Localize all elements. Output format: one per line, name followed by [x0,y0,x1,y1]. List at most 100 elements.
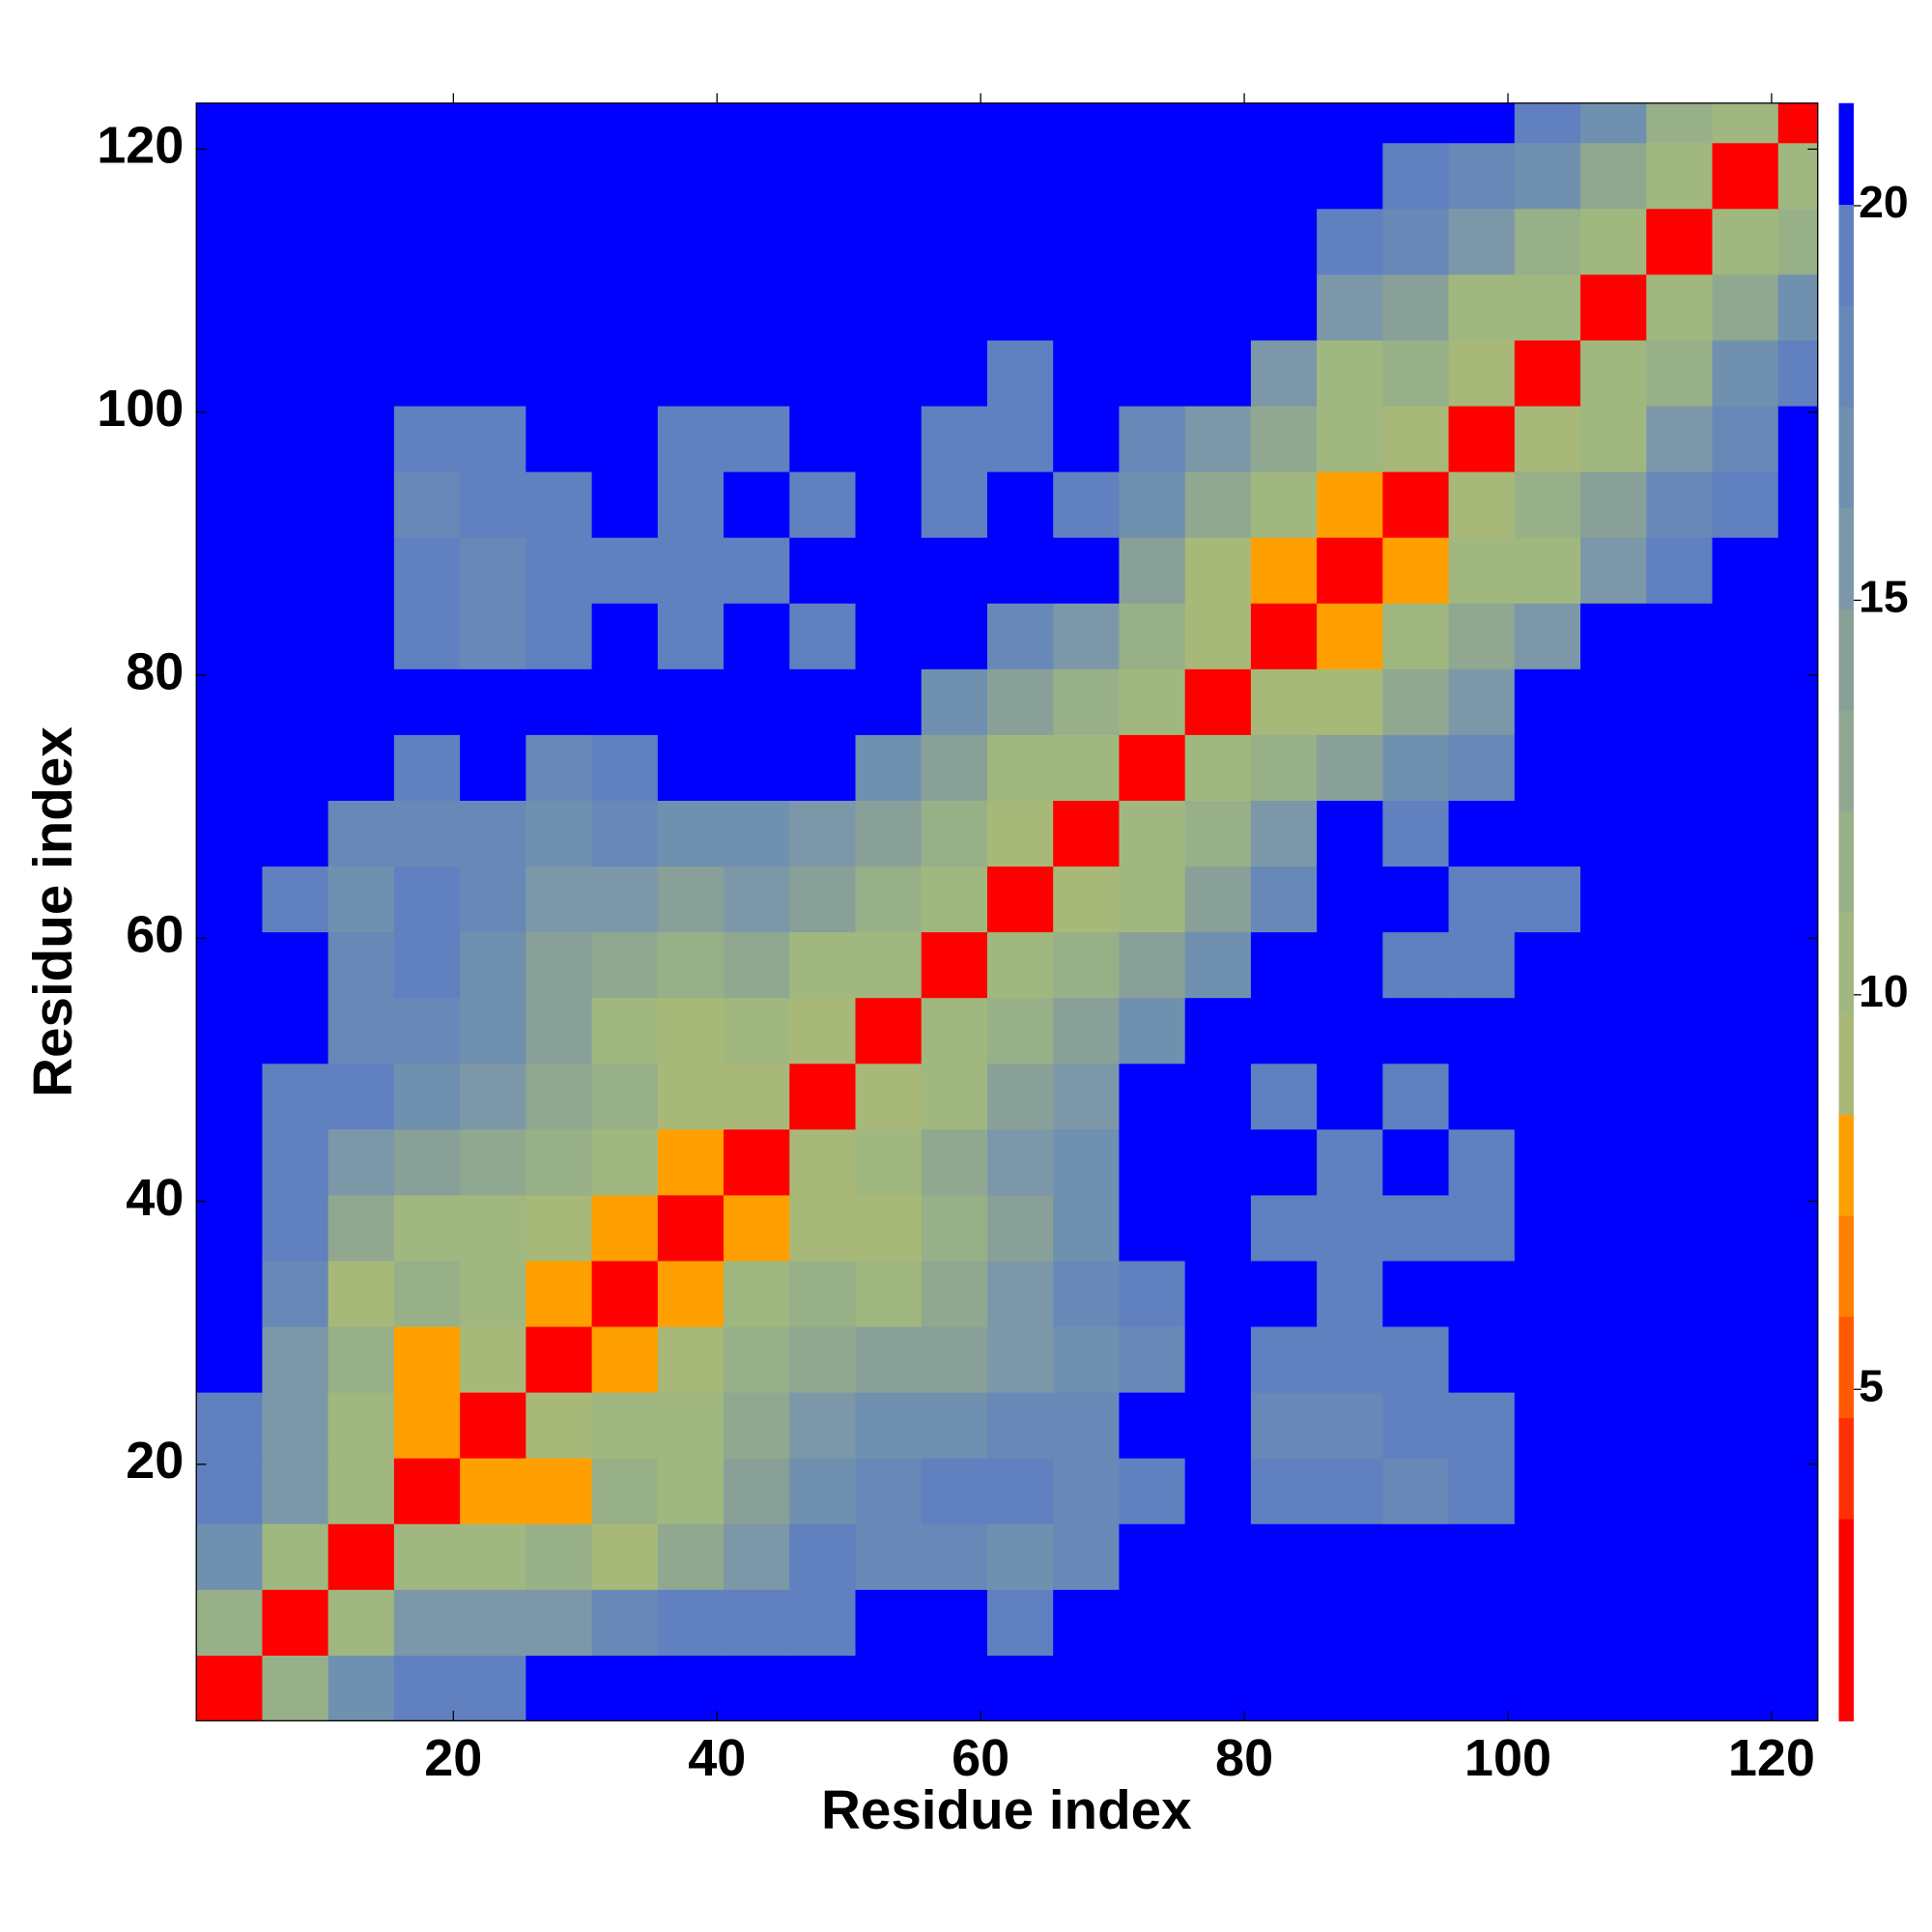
heatmap-cell [1580,339,1647,407]
heatmap-cell [1777,931,1819,999]
colorbar-band [1838,709,1854,812]
heatmap-cell [1777,1128,1819,1196]
heatmap-cell [1712,668,1779,735]
heatmap-cell [460,734,527,801]
y-tick-label: 100 [97,380,184,438]
heatmap-cell [1184,997,1252,1065]
heatmap-cell [724,734,790,801]
heatmap-cell [855,142,923,210]
heatmap-cell [921,800,988,867]
heatmap-cell [1317,1128,1383,1196]
heatmap-cell [1119,1325,1186,1393]
heatmap-cell [921,273,988,341]
heatmap-cell [855,1325,923,1393]
colorbar-band [1838,1012,1854,1116]
heatmap-cell [1777,800,1819,867]
heatmap-cell [1777,668,1819,735]
heatmap-cell [262,1128,329,1196]
heatmap-cell [789,1063,857,1130]
heatmap-cell [1777,142,1819,210]
heatmap-cell [460,1391,527,1459]
heatmap-cell [1646,1523,1714,1590]
heatmap-cell [327,102,395,144]
heatmap-cell [986,603,1054,669]
heatmap-cell [1250,405,1318,472]
heatmap-cell [526,537,593,604]
heatmap-cell [262,1391,329,1459]
heatmap-cell [591,102,659,144]
heatmap-cell [1514,1589,1581,1656]
heatmap-cell [1448,1063,1516,1130]
colorbar-tick-label: 5 [1859,1360,1884,1410]
heatmap-cell [591,800,659,867]
heatmap-cell [591,339,659,407]
heatmap-cell [855,997,923,1065]
colorbar-band [1838,204,1854,306]
heatmap-cell [1053,603,1121,669]
heatmap-cell [789,997,857,1065]
heatmap-cell [262,668,329,735]
heatmap-cell [921,1458,988,1524]
heatmap-cell [591,208,659,275]
heatmap-cell [1514,800,1581,867]
heatmap-cell [789,1458,857,1524]
heatmap-cell [1250,1325,1318,1393]
heatmap-cell [526,470,593,538]
heatmap-cell [1250,273,1318,341]
heatmap-cell [1777,734,1819,801]
heatmap-cell [327,1589,395,1656]
heatmap-cell [1382,1128,1450,1196]
heatmap-cell [1382,208,1450,275]
heatmap-cell [1448,866,1516,933]
heatmap-cell [1646,997,1714,1065]
heatmap-cell [1514,603,1581,669]
heatmap-cell [196,1194,264,1262]
heatmap-cell [657,339,724,407]
heatmap-cell [393,102,461,144]
heatmap-cell [1184,931,1252,999]
heatmap-cell [591,603,659,669]
heatmap-cell [262,866,329,933]
heatmap-cell [1382,1325,1450,1393]
heatmap-cell [855,1655,923,1721]
heatmap-cell [460,1325,527,1393]
heatmap-cell [1777,1458,1819,1524]
heatmap-cell [1712,339,1779,407]
heatmap-cell [1382,142,1450,210]
y-tick-label: 120 [97,117,184,175]
heatmap-cell [1580,1655,1647,1721]
heatmap-cell [724,102,790,144]
heatmap-cell [196,339,264,407]
heatmap-cell [1777,1655,1819,1721]
colorbar-band [1838,1316,1854,1419]
heatmap-cell [1712,734,1779,801]
heatmap-cell [1712,931,1779,999]
heatmap-cell [1580,1589,1647,1656]
heatmap-cell [1514,734,1581,801]
heatmap-cell [196,273,264,341]
heatmap-cell [460,208,527,275]
heatmap-cell [789,734,857,801]
heatmap-cell [1580,470,1647,538]
heatmap-cell [986,1655,1054,1721]
heatmap-cell [393,1589,461,1656]
heatmap-cell [986,1325,1054,1393]
colorbar-band [1838,1417,1854,1520]
heatmap-cell [460,537,527,604]
heatmap-cell [724,1458,790,1524]
heatmap-cell [1119,800,1186,867]
heatmap-cell [1382,603,1450,669]
heatmap-cell [1382,537,1450,604]
heatmap-cell [1382,1523,1450,1590]
heatmap-cell [591,273,659,341]
heatmap-cell [789,1128,857,1196]
heatmap-cell [921,102,988,144]
heatmap-cell [1184,208,1252,275]
heatmap-cell [1448,102,1516,144]
heatmap-cell [526,866,593,933]
heatmap-cell [986,142,1054,210]
heatmap-cell [724,208,790,275]
heatmap-cell [1119,470,1186,538]
heatmap-cell [1053,1194,1121,1262]
heatmap-cell [393,470,461,538]
